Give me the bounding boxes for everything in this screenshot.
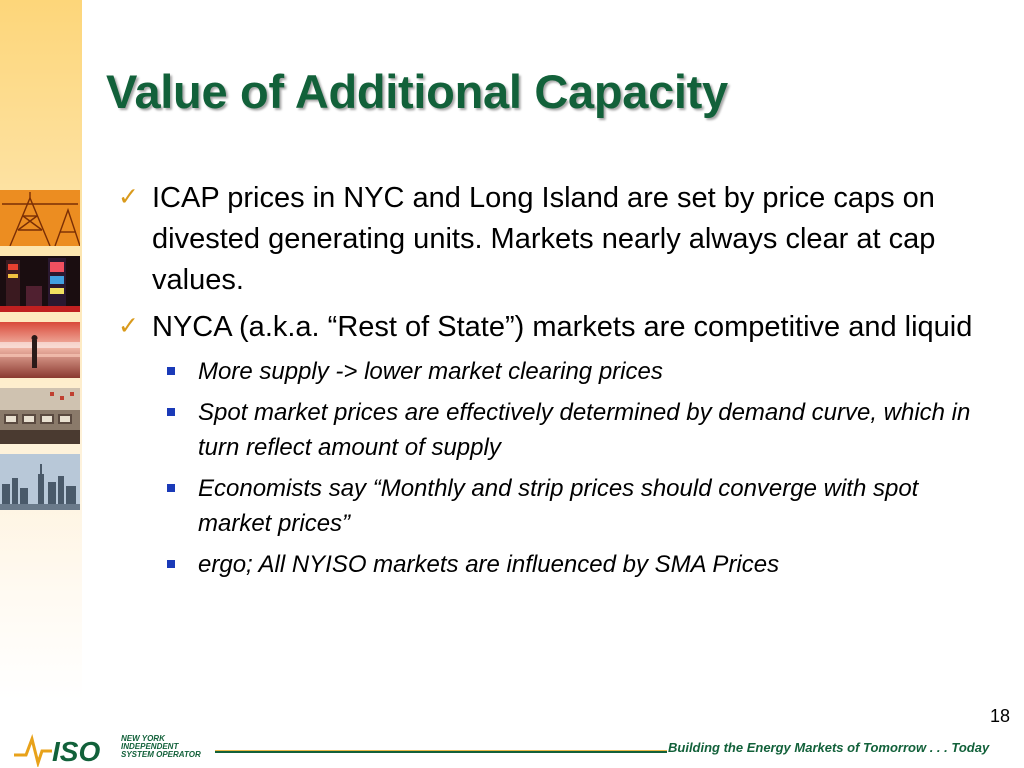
sub-bullet-text: ergo; All NYISO markets are influenced b… [198, 551, 780, 578]
bullet-text: NYCA (a.k.a. “Rest of State”) markets ar… [152, 311, 973, 343]
sub-bullet-item: More supply -> lower market clearing pri… [118, 354, 978, 389]
logo-text: NEW YORK INDEPENDENT SYSTEM OPERATOR [121, 735, 201, 759]
logo-line: SYSTEM OPERATOR [121, 750, 201, 759]
square-bullet-icon [167, 408, 175, 416]
bullet-text: ICAP prices in NYC and Long Island are s… [152, 182, 936, 296]
bullet-list: ✓ ICAP prices in NYC and Long Island are… [118, 178, 978, 588]
bullet-item: ✓ ICAP prices in NYC and Long Island are… [118, 178, 978, 301]
logo-line: NEW YORK [121, 734, 165, 743]
logo-line: INDEPENDENT [121, 742, 179, 751]
nyiso-logo: ISO [14, 733, 100, 767]
checkmark-icon: ✓ [118, 312, 139, 340]
bullet-item: ✓ NYCA (a.k.a. “Rest of State”) markets … [118, 307, 978, 348]
logo-mark: ISO [52, 736, 100, 767]
square-bullet-icon [167, 484, 175, 492]
square-bullet-icon [167, 560, 175, 568]
square-bullet-icon [167, 367, 175, 375]
footer-rule [215, 750, 667, 753]
slide-title: Value of Additional Capacity [106, 65, 728, 118]
page-number: 18 [990, 706, 1011, 726]
sub-bullet-text: Spot market prices are effectively deter… [198, 399, 971, 461]
transmission-tower-photo [0, 190, 80, 246]
city-skyline-photo [0, 454, 80, 510]
trading-floor-photo [0, 388, 80, 444]
sub-bullet-item: Economists say “Monthly and strip prices… [118, 471, 978, 541]
sub-bullet-text: More supply -> lower market clearing pri… [198, 358, 663, 385]
sub-bullet-item: Spot market prices are effectively deter… [118, 395, 978, 465]
footer-tagline: Building the Energy Markets of Tomorrow … [668, 740, 990, 755]
sub-bullet-text: Economists say “Monthly and strip prices… [198, 475, 919, 537]
checkmark-icon: ✓ [118, 183, 139, 211]
times-square-photo [0, 256, 80, 312]
sub-bullet-item: ergo; All NYISO markets are influenced b… [118, 547, 978, 582]
motion-blur-person-photo [0, 322, 80, 378]
